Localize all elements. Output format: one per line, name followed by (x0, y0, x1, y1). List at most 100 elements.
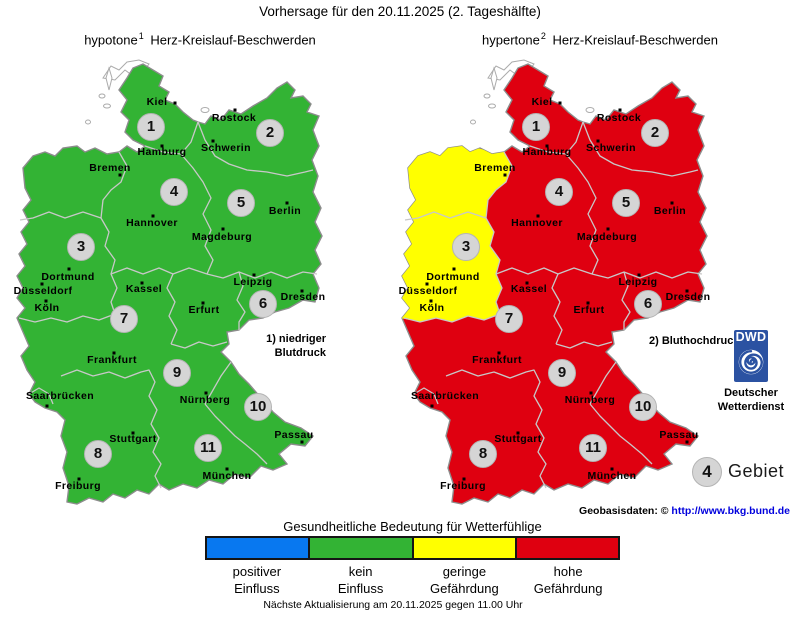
dwd-acronym: DWD (735, 330, 767, 344)
city-dot (586, 301, 590, 305)
city-dot (430, 404, 434, 408)
region-circle: 11 (579, 434, 607, 462)
city-label: Stuttgart (494, 433, 542, 445)
geobasis-credit: Geobasisdaten: © http://www.bkg.bund.de (579, 505, 790, 517)
city-label: Nürnberg (179, 394, 231, 406)
city-dot (77, 477, 81, 481)
region-circle: 9 (548, 359, 576, 387)
city-dot (285, 201, 289, 205)
legend-color-none (308, 536, 414, 560)
legend-color-low (411, 536, 517, 560)
region-circle: 3 (67, 233, 95, 261)
city-dot (503, 173, 507, 177)
footnote-left-line1: 1) niedriger (266, 333, 326, 345)
region-circle: 2 (256, 119, 284, 147)
city-dot (596, 139, 600, 143)
city-label: Stuttgart (109, 433, 157, 445)
region-circle: 1 (137, 113, 165, 141)
city-label: Leipzig (233, 276, 273, 288)
city-dot (618, 108, 622, 112)
city-dot (225, 467, 229, 471)
region-circle: 4 (160, 178, 188, 206)
footnote-low-blood-pressure: 1) niedriger Blutdruck (240, 332, 326, 360)
area-key-circle: 4 (692, 457, 722, 487)
city-dot (610, 467, 614, 471)
subtitle-hypotone: hypotone1 Herz-Kreislauf-Beschwerden (40, 31, 360, 47)
dwd-name-line1: Deutscher (724, 387, 778, 399)
city-dot (160, 144, 164, 148)
city-dot (233, 108, 237, 112)
city-label: Passau (659, 429, 699, 441)
region-circle: 3 (452, 233, 480, 261)
city-label: Kassel (510, 283, 548, 295)
legend-label-line2: Gefährdung (533, 580, 603, 596)
region-circle: 5 (612, 189, 640, 217)
region-circle: 5 (227, 189, 255, 217)
city-label: Frankfurt (87, 354, 137, 366)
map-right-overlay: Kiel Rostock Hamburg Schwerin Bremen Hannover… (399, 60, 720, 520)
city-label: Frankfurt (472, 354, 522, 366)
germany-map-right (401, 59, 708, 505)
region-circle: 7 (495, 305, 523, 333)
city-label: Köln (419, 302, 445, 314)
city-dot (131, 431, 135, 435)
city-dot (497, 351, 501, 355)
region-circle: 1 (522, 113, 550, 141)
city-dot (211, 139, 215, 143)
footnote-ref-1: 1 (138, 31, 144, 41)
region-circle: 2 (641, 119, 669, 147)
city-label: Nürnberg (564, 394, 616, 406)
city-dot (425, 282, 429, 286)
city-label: Berlin (268, 205, 302, 217)
city-label: Saarbrücken (25, 390, 95, 402)
city-dot (252, 273, 256, 277)
city-label: Rostock (596, 112, 642, 124)
geobasis-prefix: Geobasisdaten: © (579, 505, 669, 517)
geobasis-link[interactable]: http://www.bkg.bund.de (671, 505, 790, 517)
map-left-overlay: Kiel Rostock Hamburg Schwerin Bremen Hannover… (14, 60, 335, 520)
city-dot (558, 101, 562, 105)
city-label: Erfurt (573, 304, 605, 316)
city-label: Magdeburg (576, 231, 638, 243)
legend-label-line1: kein (348, 564, 373, 579)
region-circle: 9 (163, 359, 191, 387)
region-circle: 6 (249, 290, 277, 318)
legend-label-line2: Einfluss (234, 580, 280, 596)
region-circle: 7 (110, 305, 138, 333)
subtitle-right-rest: Herz-Kreislauf-Beschwerden (548, 32, 718, 48)
city-label: Kiel (146, 96, 168, 108)
legend-color-positive (205, 536, 311, 560)
legend-label-line1: hohe (553, 564, 583, 579)
city-label: Kiel (531, 96, 553, 108)
dwd-name: Deutscher Wetterdienst (705, 387, 797, 414)
city-label: Bremen (89, 162, 131, 174)
city-dot (201, 301, 205, 305)
city-label: Dortmund (41, 271, 95, 283)
legend-label-line1: positiver (232, 564, 282, 579)
city-dot (140, 281, 144, 285)
city-label: Kassel (125, 283, 163, 295)
area-key-label: Gebiet (728, 461, 785, 481)
city-label: Dresden (280, 291, 326, 303)
region-circle: 10 (629, 393, 657, 421)
legend-labels: positiver Einfluss kein Einfluss geringe Gefä… (205, 564, 620, 597)
city-label: Dortmund (426, 271, 480, 283)
city-label: Leipzig (618, 276, 658, 288)
city-dot (606, 227, 610, 231)
city-dot (536, 214, 540, 218)
city-dot (525, 281, 529, 285)
subtitle-left-text: hypotone (84, 32, 138, 48)
city-dot (516, 431, 520, 435)
city-dot (118, 173, 122, 177)
page-title: Vorhersage für den 20.11.2025 (2. Tagesh… (259, 4, 541, 19)
city-dot (462, 477, 466, 481)
city-dot (637, 273, 641, 277)
subtitle-right-text: hypertone (482, 32, 540, 48)
city-label: Köln (34, 302, 60, 314)
city-dot (685, 440, 689, 444)
city-label: Passau (274, 429, 314, 441)
region-circle: 6 (634, 290, 662, 318)
city-label: Erfurt (188, 304, 220, 316)
city-dot (545, 144, 549, 148)
